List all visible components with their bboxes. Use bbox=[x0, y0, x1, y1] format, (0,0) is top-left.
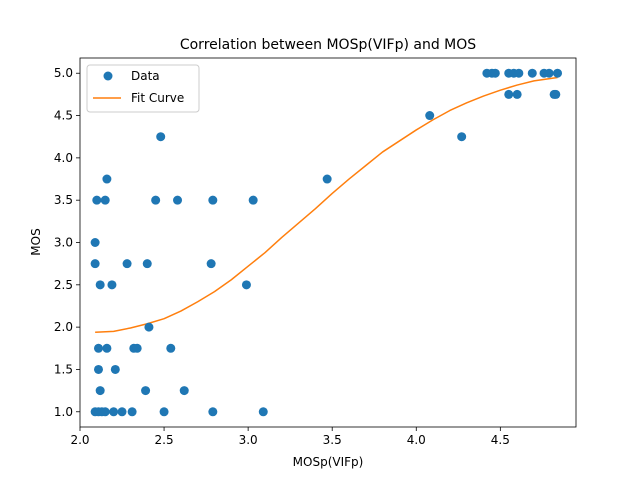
x-axis-label: MOSp(VIFp) bbox=[293, 455, 364, 469]
data-point bbox=[512, 89, 522, 99]
data-point bbox=[241, 280, 251, 290]
fit-curve-line bbox=[95, 76, 558, 333]
x-tick-label: 4.0 bbox=[407, 433, 426, 447]
data-point bbox=[173, 195, 183, 205]
x-tick-label: 3.5 bbox=[323, 433, 342, 447]
y-tick-label: 4.0 bbox=[54, 151, 73, 165]
plot-frame bbox=[79, 57, 577, 428]
data-point bbox=[132, 343, 142, 353]
data-point bbox=[179, 386, 189, 396]
data-point bbox=[514, 68, 524, 78]
x-tick-label: 3.0 bbox=[239, 433, 258, 447]
data-point bbox=[322, 174, 332, 184]
data-point bbox=[490, 68, 500, 78]
data-point bbox=[90, 238, 100, 247]
data-point bbox=[142, 259, 152, 269]
data-point bbox=[141, 386, 151, 396]
data-point bbox=[110, 364, 120, 374]
y-tick-label: 4.5 bbox=[54, 109, 73, 123]
x-tick-label: 2.5 bbox=[155, 433, 174, 447]
data-point bbox=[93, 364, 103, 374]
data-point bbox=[457, 132, 467, 142]
data-point bbox=[551, 89, 561, 99]
data-point bbox=[166, 343, 176, 353]
legend-box bbox=[86, 64, 200, 113]
legend-marker-data bbox=[103, 71, 113, 81]
data-point bbox=[159, 407, 169, 417]
data-point bbox=[109, 407, 119, 417]
data-point bbox=[504, 89, 514, 99]
data-point bbox=[117, 407, 127, 417]
data-point bbox=[100, 407, 110, 417]
data-point bbox=[93, 343, 103, 353]
y-tick-label: 3.5 bbox=[54, 193, 73, 207]
data-point bbox=[206, 259, 216, 269]
y-tick-label: 1.5 bbox=[54, 362, 73, 376]
data-point bbox=[90, 259, 100, 269]
data-point bbox=[156, 132, 166, 142]
data-point bbox=[151, 195, 161, 205]
data-point bbox=[92, 195, 102, 205]
fit-curve-series bbox=[95, 76, 558, 333]
data-point bbox=[95, 280, 105, 290]
chart-title: Correlation between MOSp(VIFp) and MOS bbox=[180, 37, 476, 53]
legend-label-data: Data bbox=[131, 69, 160, 83]
y-tick-label: 1.0 bbox=[54, 405, 73, 419]
data-point bbox=[95, 386, 105, 396]
x-tick-label: 4.5 bbox=[491, 433, 510, 447]
data-series bbox=[90, 68, 563, 417]
data-point bbox=[208, 407, 218, 417]
data-point bbox=[102, 174, 112, 184]
legend-label-fit: Fit Curve bbox=[131, 91, 184, 105]
data-point bbox=[527, 68, 537, 78]
x-axis: 2.0 2.5 3.0 3.5 4.0 4.5 bbox=[70, 427, 510, 447]
y-tick-label: 5.0 bbox=[54, 66, 73, 80]
data-point bbox=[258, 407, 268, 417]
data-point bbox=[102, 343, 112, 353]
data-point bbox=[208, 195, 218, 205]
y-axis-label: MOS bbox=[29, 228, 43, 255]
data-point bbox=[248, 195, 258, 205]
data-point bbox=[122, 259, 132, 269]
data-point bbox=[544, 68, 554, 78]
data-point bbox=[144, 322, 154, 332]
data-point bbox=[127, 407, 137, 417]
data-point bbox=[107, 280, 117, 290]
data-point bbox=[425, 111, 435, 121]
y-tick-label: 2.0 bbox=[54, 320, 73, 334]
data-point bbox=[100, 195, 110, 205]
x-tick-label: 2.0 bbox=[70, 433, 89, 447]
y-axis: 1.0 1.5 2.0 2.5 3.0 3.5 4.0 4.5 5.0 bbox=[54, 66, 80, 419]
y-tick-label: 2.5 bbox=[54, 278, 73, 292]
legend: Data Fit Curve bbox=[86, 64, 200, 113]
data-point bbox=[553, 68, 563, 78]
y-tick-label: 3.0 bbox=[54, 236, 73, 250]
